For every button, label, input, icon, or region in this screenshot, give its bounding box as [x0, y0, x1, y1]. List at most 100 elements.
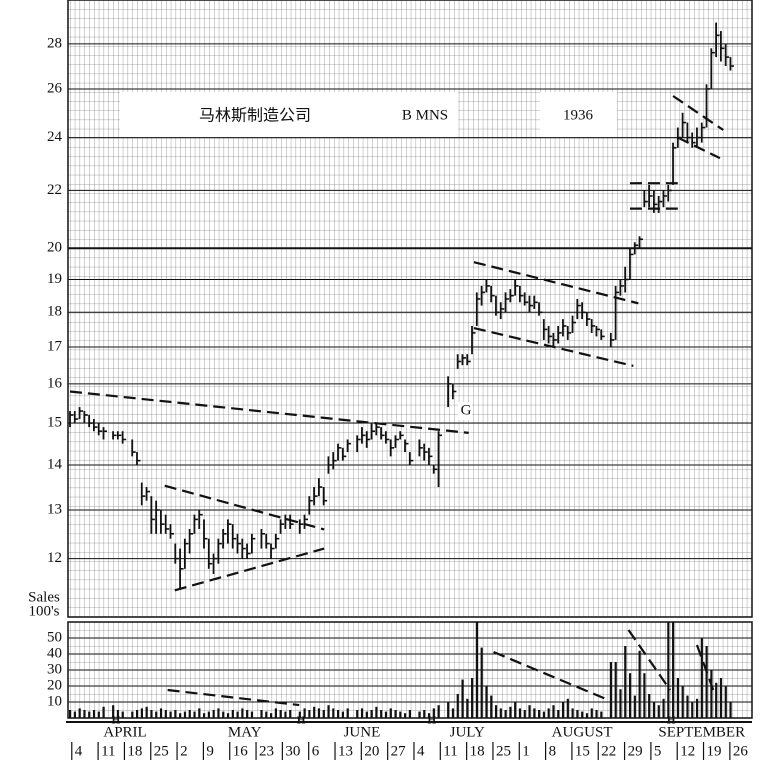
trend-line [672, 95, 724, 131]
volume-bar [576, 710, 579, 718]
volume-bar [461, 679, 464, 718]
volume-bar [648, 694, 651, 718]
volume-bar [408, 710, 412, 718]
volume-bar [207, 711, 210, 718]
y-tick-label: 28 [47, 35, 62, 51]
volume-bar [260, 710, 263, 718]
volume-bar [212, 710, 215, 718]
volume-tick-label: 10 [47, 693, 62, 709]
x-tick-label: 15 [575, 743, 590, 759]
volume-bar [571, 708, 574, 718]
volume-bar [226, 713, 230, 718]
x-tick-label: 26 [733, 743, 749, 759]
x-tick-label: 19 [707, 743, 722, 759]
volume-tick-label: 30 [47, 661, 62, 677]
volume-bar [404, 713, 407, 718]
volume-bar [724, 686, 727, 718]
month-label: SEPTEMBER [658, 724, 745, 740]
x-tick-label: 18 [470, 743, 485, 759]
volume-bar [155, 711, 158, 718]
volume-bar [533, 708, 536, 718]
x-tick-label: 18 [127, 743, 142, 759]
holiday-marker: H [428, 715, 437, 727]
volume-bar [447, 702, 450, 718]
volume-tick-label: 50 [47, 629, 62, 645]
annotation-bg [458, 402, 472, 420]
volume-bar [691, 702, 694, 718]
volume-bar [719, 678, 723, 718]
volume-bar [131, 711, 134, 718]
volume-bar [676, 678, 680, 718]
ticker: B MNS [402, 107, 448, 123]
volume-bar [581, 711, 584, 718]
volume-bar [686, 695, 689, 718]
volume-bar [499, 708, 502, 718]
volume-bar [308, 710, 311, 718]
month-label: AUGUST [552, 724, 613, 740]
volume-bar [337, 710, 340, 718]
x-tick-label: 22 [601, 743, 616, 759]
volume-bar [514, 702, 517, 718]
volume-bar [471, 678, 474, 718]
volume-bar [193, 711, 196, 718]
x-tick-label: 8 [549, 743, 557, 759]
y-tick-label: 20 [47, 240, 62, 256]
volume-bar [652, 702, 656, 718]
trend-line [473, 261, 639, 305]
volume-trend-line [167, 688, 300, 707]
volume-bar [274, 708, 277, 718]
volume-bar [624, 646, 627, 718]
volume-bar [303, 708, 306, 718]
x-tick-label: 6 [312, 743, 320, 759]
volume-bar [69, 710, 72, 718]
volume-bar [231, 710, 234, 718]
volume-title: Sales [28, 589, 60, 605]
volume-bar [437, 705, 440, 718]
month-label: JUNE [344, 724, 381, 740]
volume-bar [729, 702, 732, 718]
volume-unit: 100's [28, 603, 59, 619]
volume-bar [662, 698, 665, 718]
y-tick-label: 18 [47, 304, 62, 320]
volume-bar [705, 646, 708, 718]
volume-bar [97, 711, 100, 718]
volume-trend-line [695, 644, 715, 691]
holiday-marker: H [112, 715, 121, 727]
volume-bar [313, 706, 316, 718]
volume-bar [504, 710, 507, 718]
y-tick-label: 24 [47, 129, 63, 145]
volume-bar [332, 708, 335, 718]
volume-trend-line [493, 650, 609, 702]
trend-line [677, 136, 721, 160]
x-tick-label: 9 [206, 743, 214, 759]
volume-bar [327, 705, 330, 718]
volume-bar [561, 702, 565, 718]
volume-bar [88, 711, 91, 718]
volume-bar [394, 710, 397, 718]
volume-bar [590, 708, 593, 718]
volume-bar [528, 705, 531, 718]
volume-bar [174, 710, 177, 718]
holiday-marker: H [667, 715, 676, 727]
x-tick-label: 16 [233, 743, 249, 759]
volume-bar [250, 711, 254, 718]
x-tick-label: 27 [391, 743, 407, 759]
volume-bar [700, 638, 703, 718]
x-tick-label: 29 [628, 743, 643, 759]
x-tick-label: 4 [417, 743, 425, 759]
y-tick-label: 16 [47, 375, 63, 391]
trend-line [69, 390, 469, 434]
volume-bar [494, 705, 498, 718]
volume-bar [265, 711, 268, 718]
trend-line [174, 547, 325, 592]
y-tick-label: 22 [47, 182, 62, 198]
x-tick-label: 11 [101, 743, 115, 759]
volume-bar [614, 662, 617, 718]
volume-bar [595, 710, 598, 718]
volume-bar [456, 694, 459, 718]
volume-bar [681, 686, 684, 718]
volume-bar [509, 706, 512, 718]
x-tick-label: 20 [364, 743, 379, 759]
